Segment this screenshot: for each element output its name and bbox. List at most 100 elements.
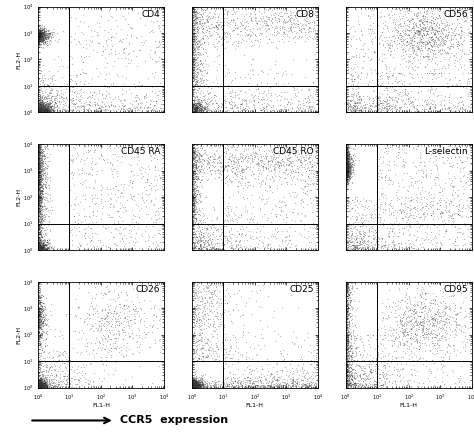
Point	[345, 304, 352, 311]
Point	[292, 20, 300, 27]
Point	[191, 299, 199, 306]
Point	[61, 364, 69, 371]
Point	[37, 67, 45, 74]
Point	[304, 348, 312, 355]
Point	[272, 141, 279, 148]
Point	[35, 384, 43, 391]
Point	[91, 283, 99, 290]
Point	[35, 193, 43, 200]
Point	[36, 32, 43, 39]
Point	[35, 163, 42, 170]
Point	[39, 381, 47, 388]
Point	[342, 373, 350, 380]
Point	[54, 95, 61, 102]
Point	[77, 28, 84, 35]
Point	[38, 375, 46, 382]
Point	[198, 152, 206, 159]
Point	[56, 352, 64, 359]
Point	[193, 384, 201, 391]
Point	[199, 244, 207, 251]
Point	[37, 107, 45, 114]
Point	[353, 226, 361, 233]
Point	[412, 30, 420, 37]
Point	[36, 169, 44, 176]
Point	[45, 27, 52, 34]
Point	[66, 311, 73, 318]
Point	[105, 314, 112, 321]
Point	[253, 143, 261, 150]
Point	[205, 236, 212, 243]
Point	[34, 201, 42, 208]
Point	[342, 152, 349, 159]
Point	[35, 379, 43, 386]
Point	[397, 320, 404, 327]
Point	[43, 383, 50, 390]
Point	[350, 102, 357, 109]
Point	[420, 237, 428, 244]
Point	[81, 82, 88, 89]
Point	[122, 315, 129, 322]
Point	[344, 151, 351, 158]
Point	[198, 376, 206, 383]
Point	[189, 23, 197, 30]
Point	[430, 38, 438, 45]
Point	[191, 94, 199, 101]
Point	[36, 193, 44, 200]
Point	[54, 381, 62, 388]
Point	[348, 381, 356, 388]
Point	[351, 245, 359, 252]
Point	[38, 315, 46, 322]
Point	[350, 365, 358, 372]
Point	[365, 106, 373, 113]
Point	[350, 298, 358, 305]
Point	[221, 179, 229, 186]
Point	[82, 108, 89, 115]
Point	[396, 340, 404, 347]
Point	[35, 158, 42, 165]
Point	[42, 205, 49, 212]
Point	[192, 152, 200, 159]
Point	[40, 382, 47, 389]
Point	[459, 14, 467, 21]
Point	[192, 379, 200, 386]
Point	[37, 149, 45, 156]
Point	[35, 381, 43, 389]
Point	[379, 189, 386, 196]
Point	[342, 335, 350, 342]
Point	[370, 244, 377, 251]
Point	[376, 214, 384, 221]
Point	[346, 369, 353, 376]
Point	[217, 315, 224, 322]
Point	[219, 300, 227, 307]
Point	[205, 336, 212, 343]
Point	[213, 79, 221, 86]
Point	[343, 380, 351, 387]
Point	[344, 170, 351, 177]
Point	[188, 35, 196, 42]
Point	[413, 106, 420, 113]
Point	[251, 149, 259, 156]
Point	[343, 99, 351, 106]
Point	[79, 59, 86, 66]
Point	[310, 18, 318, 25]
Point	[362, 364, 369, 371]
Point	[342, 282, 350, 289]
Point	[380, 154, 387, 161]
Point	[39, 106, 47, 113]
Point	[459, 97, 466, 104]
Point	[196, 50, 204, 57]
Point	[383, 101, 391, 108]
Point	[391, 306, 399, 313]
Point	[431, 102, 439, 109]
Point	[355, 241, 363, 248]
Point	[38, 320, 46, 327]
Point	[217, 154, 224, 161]
Point	[188, 173, 196, 180]
Point	[411, 331, 419, 338]
Point	[344, 371, 352, 378]
Point	[197, 79, 205, 86]
Point	[191, 108, 199, 115]
Point	[35, 176, 43, 183]
Point	[291, 86, 298, 93]
Point	[408, 63, 415, 70]
